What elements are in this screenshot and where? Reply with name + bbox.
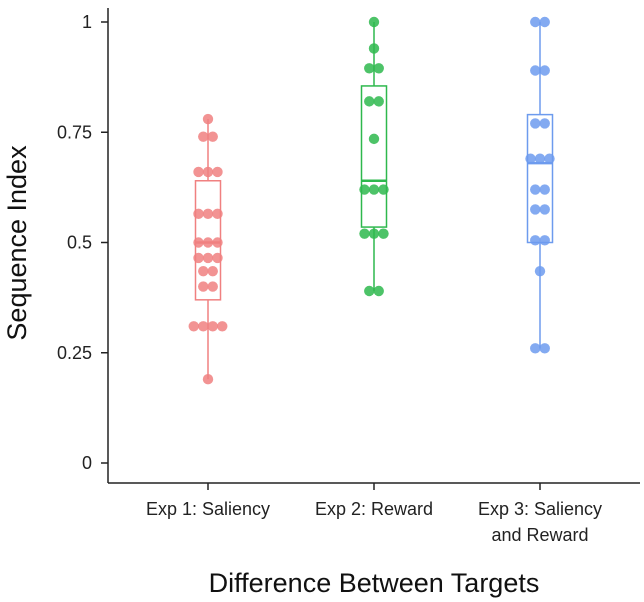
- box: [526, 113, 554, 244]
- data-point: [202, 374, 214, 385]
- data-point: [202, 237, 214, 248]
- box: [360, 85, 388, 228]
- x-tick-label: Exp 3: Saliency: [478, 499, 602, 519]
- data-point: [198, 265, 209, 277]
- data-point: [378, 184, 389, 195]
- data-point: [202, 113, 214, 125]
- x-tick-label: Exp 2: Reward: [315, 499, 433, 519]
- data-point: [364, 285, 375, 297]
- data-point: [193, 208, 204, 220]
- data-point: [539, 118, 550, 129]
- y-ticks: 0 0.25 0.5 0.75 1: [57, 12, 108, 473]
- data-point: [359, 228, 370, 239]
- data-point: [368, 16, 380, 28]
- y-axis-title: Sequence Index: [2, 145, 32, 341]
- data-point: [534, 265, 546, 277]
- data-point: [212, 252, 223, 264]
- data-point: [202, 208, 214, 220]
- data-point: [530, 65, 541, 76]
- data-point: [212, 237, 223, 248]
- x-ticks: Exp 1: Saliency Exp 2: Reward Exp 3: Salie…: [146, 483, 602, 545]
- data-point: [217, 321, 228, 332]
- data-point: [198, 281, 209, 292]
- y-tick-label: 0.75: [57, 122, 92, 142]
- data-point: [368, 43, 380, 54]
- data-point: [207, 281, 218, 292]
- data-point: [198, 131, 209, 142]
- data-point: [539, 65, 550, 76]
- data-point: [193, 252, 204, 264]
- data-point: [530, 16, 541, 28]
- data-point: [368, 228, 380, 239]
- x-tick-label: and Reward: [491, 525, 588, 545]
- x-tick-label: Exp 1: Saliency: [146, 499, 270, 519]
- data-point: [359, 184, 370, 195]
- data-point: [212, 166, 223, 178]
- data-point: [193, 237, 204, 248]
- y-tick-label: 1: [82, 12, 92, 32]
- y-tick-label: 0: [82, 453, 92, 473]
- y-tick-label: 0.5: [67, 233, 92, 253]
- data-point: [544, 153, 555, 164]
- data-point: [534, 153, 546, 164]
- data-point: [364, 63, 375, 74]
- data-point: [188, 321, 199, 332]
- data-point: [530, 204, 541, 215]
- data-point: [207, 265, 218, 277]
- data-point: [530, 343, 541, 354]
- data-point: [198, 321, 209, 332]
- data-point: [368, 133, 380, 145]
- data-point: [378, 228, 389, 239]
- x-axis-title: Difference Between Targets: [209, 568, 540, 598]
- data-point: [193, 166, 204, 178]
- data-point: [368, 184, 380, 195]
- data-point: [539, 235, 550, 246]
- y-tick-label: 0.25: [57, 343, 92, 363]
- data-point: [530, 235, 541, 246]
- data-point: [207, 321, 218, 332]
- data-point: [212, 208, 223, 220]
- data-point: [539, 184, 550, 195]
- data-point: [373, 96, 384, 107]
- data-point: [530, 118, 541, 129]
- data-point: [202, 166, 214, 178]
- data-point: [539, 204, 550, 215]
- data-point: [373, 285, 384, 297]
- points: [188, 16, 555, 385]
- data-point: [530, 184, 541, 195]
- data-point: [202, 252, 214, 264]
- data-point: [539, 16, 550, 28]
- data-point: [207, 131, 218, 142]
- data-point: [525, 153, 536, 164]
- data-point: [373, 63, 384, 74]
- boxes: [194, 22, 554, 380]
- data-point: [539, 343, 550, 354]
- data-point: [364, 96, 375, 107]
